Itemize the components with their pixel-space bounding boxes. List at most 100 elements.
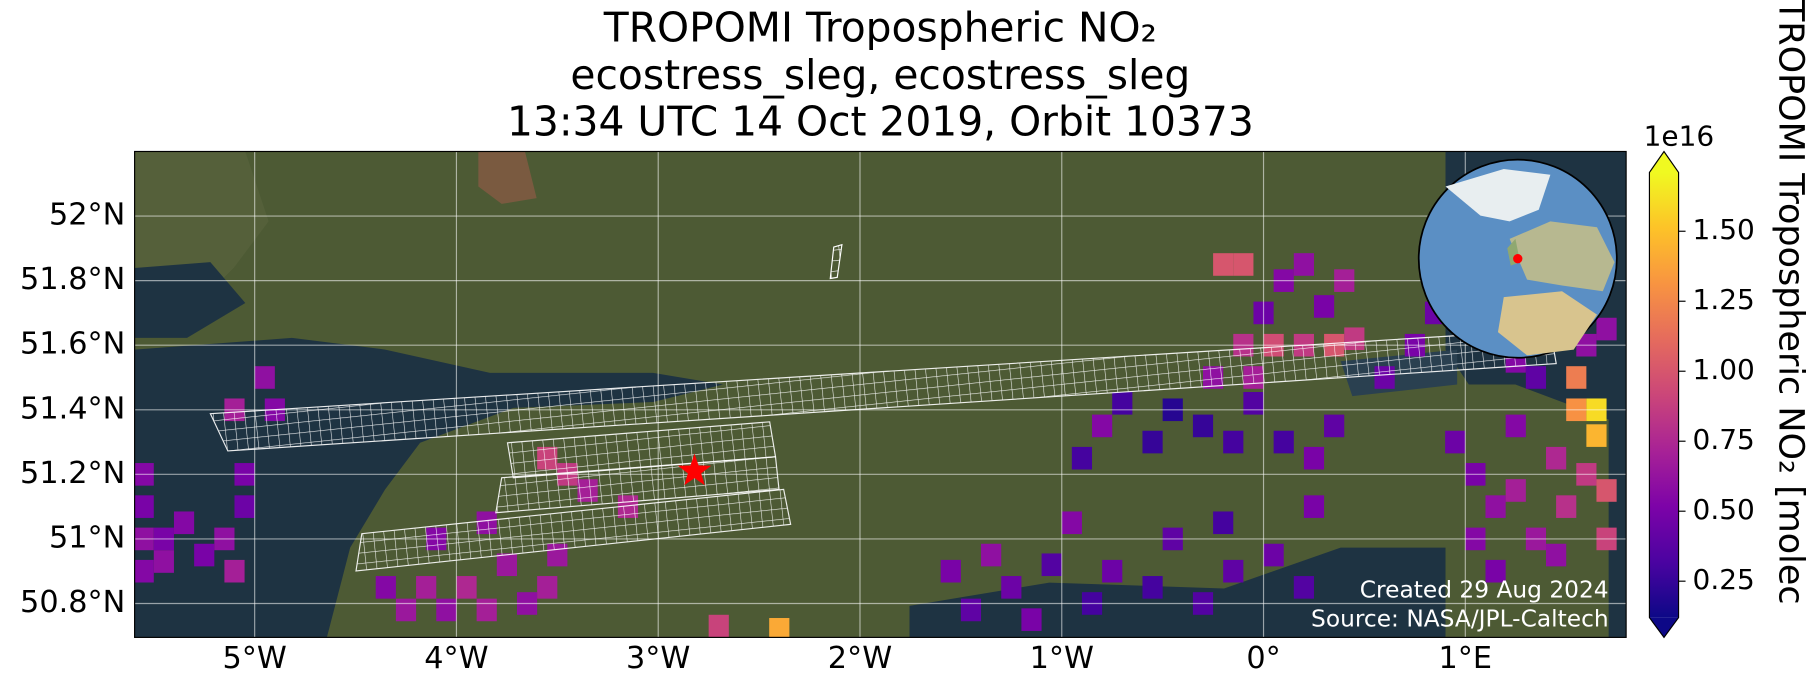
colorbar-extend <box>1649 151 1679 173</box>
x-tick-label: 3°W <box>626 641 690 676</box>
y-tick-label: 51.2°N <box>20 456 125 491</box>
colorbar-tick-label: 0.50 <box>1693 493 1755 526</box>
no2-pixel <box>1525 366 1547 389</box>
globe-land <box>1497 291 1597 356</box>
no2-pixel <box>1586 424 1607 447</box>
colorbar: 0.25 0.50 0.75 1.00 1.25 1.50 <box>1648 150 1755 639</box>
no2-pixel <box>153 550 174 573</box>
y-tick-label: 50.8°N <box>20 585 125 620</box>
no2-pixel <box>1213 511 1234 535</box>
colorbar-tick-label: 1.25 <box>1693 283 1755 316</box>
no2-pixel <box>1021 608 1042 631</box>
no2-pixel <box>134 495 154 518</box>
sea <box>909 547 1446 638</box>
no2-pixel <box>1303 446 1325 470</box>
x-tick-label: 2°W <box>828 641 892 676</box>
x-tick-label: 5°W <box>222 641 286 676</box>
no2-pixel <box>708 614 729 638</box>
no2-pixel <box>1213 253 1234 276</box>
grid <box>134 151 1627 638</box>
no2-pixel <box>1142 576 1163 599</box>
no2-pixel <box>1112 392 1133 415</box>
no2-pixel <box>173 511 195 535</box>
no2-pixel <box>769 618 790 638</box>
colorbar-body <box>1649 172 1679 618</box>
no2-pixel <box>1001 576 1022 599</box>
map-frame <box>134 150 1627 638</box>
footprint <box>355 488 792 572</box>
colorbar-extend <box>1649 617 1679 638</box>
no2-pixel <box>1041 553 1062 577</box>
no2-pixel <box>1293 576 1314 599</box>
no2-pixel <box>1303 495 1325 518</box>
no2-pixel <box>476 598 497 622</box>
footprint <box>829 243 843 280</box>
colorbar-tick-label: 1.00 <box>1693 353 1755 386</box>
site-marker <box>677 453 712 486</box>
no2-pixel <box>1223 430 1244 454</box>
no2-pixel <box>194 543 215 567</box>
title-line: TROPOMI Tropospheric NO₂ <box>603 3 1157 51</box>
y-tick-label: 51.4°N <box>20 391 125 426</box>
no2-pixel <box>940 559 961 583</box>
colorbar-tick-label: 1.50 <box>1693 213 1755 246</box>
globe-land <box>1445 168 1551 222</box>
annotation: Source: NASA/JPL-Caltech <box>1311 605 1609 632</box>
x-tick-label: 4°W <box>424 641 488 676</box>
no2-pixel <box>1102 559 1123 583</box>
no2-pixel <box>1485 495 1506 518</box>
no2-pixel <box>1546 543 1567 567</box>
footprints <box>209 243 1557 572</box>
colorbar-tick-label: 0.75 <box>1693 423 1755 456</box>
no2-pixel <box>981 543 1002 567</box>
globe-land <box>1509 221 1615 292</box>
no2-pixel <box>1071 446 1093 470</box>
no2-pixel <box>1192 414 1214 438</box>
annotation: Created 29 Aug 2024 <box>1360 576 1609 603</box>
x-tick-label: 1°W <box>1030 641 1094 676</box>
no2-pixel <box>1556 495 1577 518</box>
title-line: 13:34 UTC 14 Oct 2019, Orbit 10373 <box>507 98 1254 146</box>
no2-pixel <box>1566 366 1587 389</box>
colorbar-offset: 1e16 <box>1644 119 1715 152</box>
no2-pixel <box>416 576 437 599</box>
y-tick-label: 51°N <box>49 520 125 555</box>
no2-pixel <box>1596 317 1617 341</box>
no2-pixel <box>1313 295 1335 318</box>
no2-pixel <box>456 576 477 599</box>
y-tick-label: 51.6°N <box>20 327 125 362</box>
no2-pixel <box>234 495 255 518</box>
colorbar-outline <box>1648 150 1680 639</box>
no2-pixel <box>1293 253 1314 276</box>
hills <box>478 151 537 204</box>
no2-pixel <box>1233 253 1254 276</box>
no2-pixel <box>1243 392 1264 415</box>
no2-pixel <box>1505 479 1526 502</box>
y-tick-label: 51.8°N <box>20 262 125 297</box>
globe-site <box>1513 254 1523 264</box>
no2-pixel <box>1505 414 1526 438</box>
colorbar-label: TROPOMI Tropospheric NO₂ [molec <box>1770 0 1810 605</box>
title-line: ecostress_sleg, ecostress_sleg <box>570 51 1190 99</box>
no2-pixel <box>1596 479 1617 502</box>
no2-pixel <box>1546 446 1567 470</box>
x-tick-label: 1°E <box>1439 641 1493 676</box>
colorbar-tick-label: 0.25 <box>1693 563 1755 596</box>
no2-pixel <box>1263 543 1284 567</box>
y-tick-label: 52°N <box>49 198 125 233</box>
no2-pixel <box>496 553 517 577</box>
no2-pixel <box>1324 414 1345 438</box>
x-tick-label: 0° <box>1246 641 1280 676</box>
no2-pixel <box>537 576 558 599</box>
no2-pixel <box>1061 511 1082 535</box>
no2-pixel <box>1273 430 1294 454</box>
no2-pixel <box>224 559 245 583</box>
no2-pixel <box>254 366 275 389</box>
no2-pixel <box>1223 559 1244 583</box>
no2-pixel <box>1445 430 1466 454</box>
no2-pixel <box>1485 559 1506 583</box>
no2-pixel <box>375 576 396 599</box>
no2-pixel <box>960 598 982 622</box>
no2-pixel <box>395 598 417 622</box>
